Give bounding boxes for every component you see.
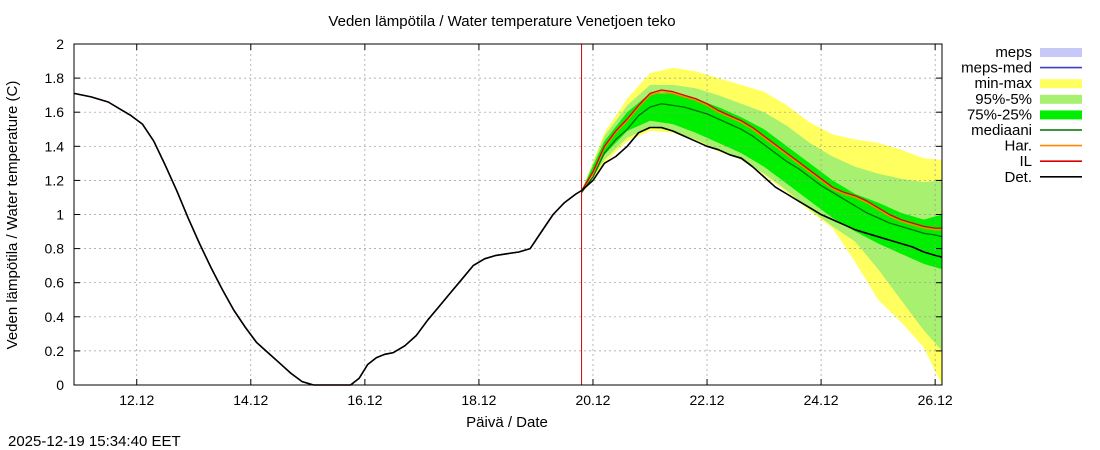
x-tick-label: 12.12 [119, 392, 154, 408]
legend-swatch [1040, 110, 1082, 120]
y-tick-label: 1.4 [45, 138, 65, 154]
legend-swatch [1040, 48, 1082, 57]
chart-title: Veden lämpötila / Water temperature Vene… [328, 13, 675, 30]
y-axis-title: Veden lämpötila / Water temperature (C) [4, 81, 21, 350]
grid-layer [74, 44, 942, 385]
legend-swatch [1040, 79, 1082, 89]
x-tick-label: 16.12 [347, 392, 382, 408]
legend-label: meps [995, 44, 1032, 61]
legend-label: Har. [1004, 138, 1032, 155]
y-tick-label: 0.2 [45, 343, 65, 359]
legend-label: meps-med [961, 60, 1032, 77]
x-tick-label: 20.12 [575, 392, 610, 408]
label-layer: 12.12 14.12 16.12 18.12 20.12 22.12 24.12 26.12… [45, 36, 953, 408]
line-layer [73, 44, 943, 386]
tick-layer [74, 43, 942, 386]
band-75-25 [581, 93, 942, 270]
legend-swatch [1040, 94, 1082, 104]
y-tick-label: 1.8 [45, 70, 65, 86]
band-min-max [581, 67, 942, 386]
timestamp: 2025-12-19 15:34:40 EET [8, 433, 181, 450]
x-tick-label: 24.12 [804, 392, 839, 408]
legend-label: mediaani [971, 122, 1032, 139]
y-tick-label: 1.2 [45, 172, 65, 188]
series-line-har [581, 91, 942, 231]
legend-label: 75%-25% [967, 106, 1032, 123]
x-tick-label: 22.12 [690, 392, 725, 408]
legend: mepsmeps-medmin-max95%-5%75%-25%mediaani… [961, 44, 1082, 186]
legend-label: Det. [1004, 169, 1032, 186]
y-tick-label: 0.4 [45, 309, 65, 325]
x-tick-label: 18.12 [461, 392, 496, 408]
legend-label: IL [1019, 153, 1032, 170]
x-axis-title: Päivä / Date [466, 414, 548, 431]
y-tick-label: 1.6 [45, 104, 65, 120]
y-tick-label: 2 [56, 36, 64, 52]
y-tick-label: 0.6 [45, 275, 65, 291]
legend-label: min-max [974, 75, 1032, 92]
y-tick-label: 0.8 [45, 241, 65, 257]
series-line-det [73, 92, 943, 386]
y-tick-label: 1 [56, 207, 64, 223]
y-tick-label: 0 [56, 377, 64, 393]
x-tick-label: 14.12 [233, 392, 268, 408]
series-line-mediaani [581, 103, 943, 238]
band-layer [581, 67, 942, 386]
x-tick-label: 26.12 [918, 392, 953, 408]
legend-label: 95%-5% [975, 91, 1032, 108]
